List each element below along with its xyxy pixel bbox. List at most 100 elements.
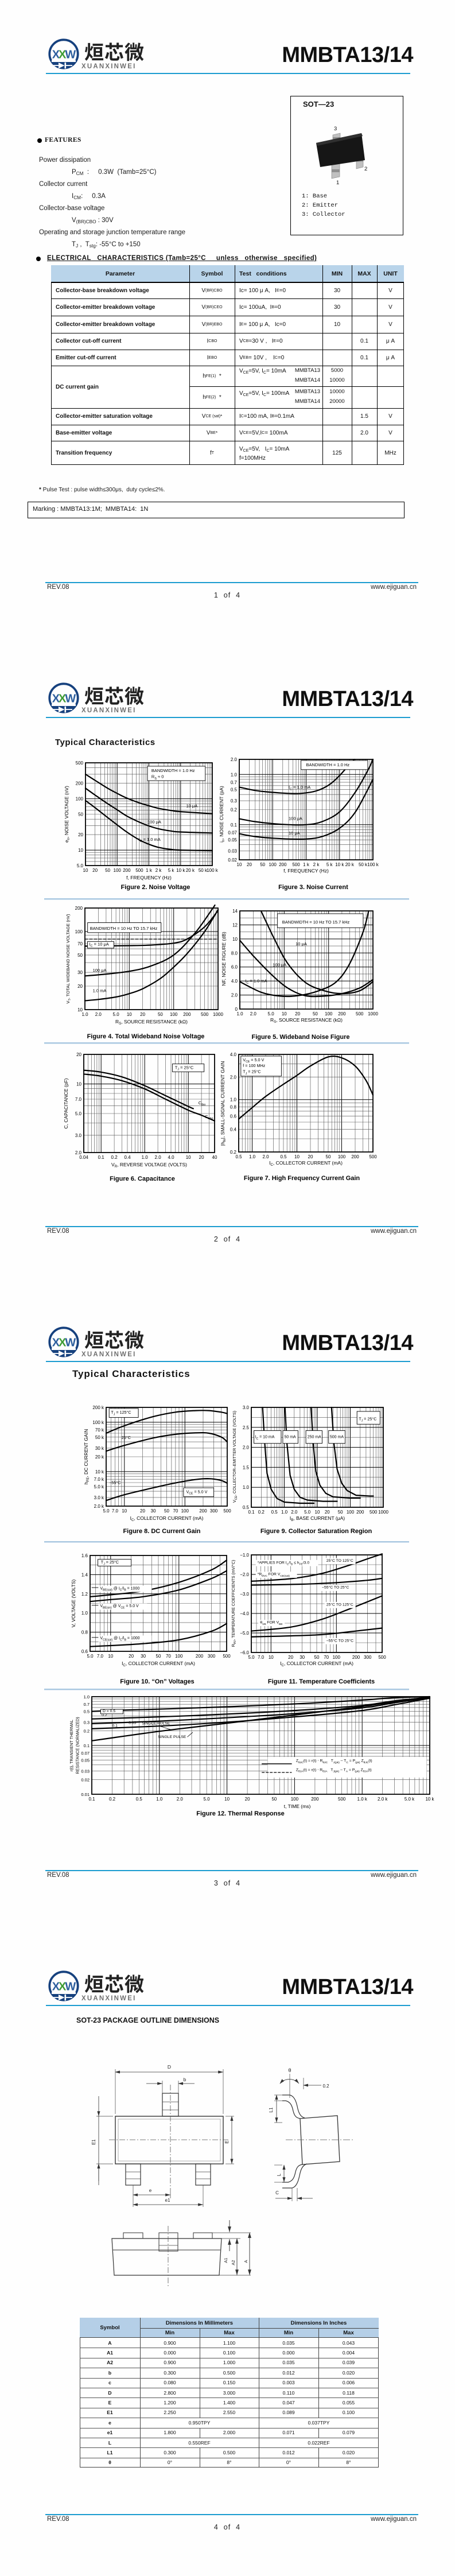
svg-text:1.0: 1.0 bbox=[81, 1012, 88, 1017]
svg-text:1000: 1000 bbox=[213, 1012, 223, 1017]
svg-text:ZθJA​(t) = r(t) ⋅ RθJA​ TJ(p: ZθJA​(t) = r(t) ⋅ RθJA​ TJ(pk)​ – TA​ = … bbox=[296, 1768, 372, 1773]
svg-text:IC​, COLLECTOR CURRENT (mA): IC​, COLLECTOR CURRENT (mA) bbox=[280, 1661, 353, 1667]
svg-text:IC​ = 1.0 mA: IC​ = 1.0 mA bbox=[138, 837, 160, 843]
svg-text:50: 50 bbox=[314, 1655, 320, 1660]
svg-text:f, FREQUENCY (Hz): f, FREQUENCY (Hz) bbox=[283, 868, 329, 874]
svg-text:1.5: 1.5 bbox=[243, 1465, 250, 1470]
svg-text:500: 500 bbox=[201, 1012, 209, 1017]
svg-text:70: 70 bbox=[324, 1655, 329, 1660]
svg-text:70 k: 70 k bbox=[95, 1427, 104, 1433]
svg-text:−3.0: −3.0 bbox=[240, 1592, 249, 1597]
svg-text:0.2: 0.2 bbox=[231, 808, 238, 813]
svg-text:2.0: 2.0 bbox=[262, 1154, 269, 1159]
svg-text:20: 20 bbox=[129, 1654, 134, 1659]
svg-text:BANDWIDTH = 1.0 Hz: BANDWIDTH = 1.0 Hz bbox=[306, 762, 350, 767]
svg-text:500: 500 bbox=[378, 1655, 386, 1660]
svg-text:BANDWIDTH = 10 Hz TO 15.7 kHz: BANDWIDTH = 10 Hz TO 15.7 kHz bbox=[282, 920, 350, 925]
svg-text:IC​ = 1.0 mA: IC​ = 1.0 mA bbox=[245, 979, 267, 985]
svg-text:0.1: 0.1 bbox=[88, 1797, 95, 1802]
svg-text:3.0: 3.0 bbox=[243, 1405, 250, 1410]
svg-text:5.0: 5.0 bbox=[103, 1508, 110, 1514]
svg-text:50: 50 bbox=[158, 1012, 163, 1017]
svg-text:1 k: 1 k bbox=[146, 868, 153, 873]
svg-text:−6.0: −6.0 bbox=[240, 1650, 249, 1655]
svg-text:0.07: 0.07 bbox=[228, 830, 237, 835]
svg-text:50: 50 bbox=[105, 868, 110, 873]
svg-text:100: 100 bbox=[269, 862, 277, 867]
svg-text:E: E bbox=[224, 2140, 230, 2143]
svg-text:1000: 1000 bbox=[378, 1510, 388, 1515]
svg-text:5.0: 5.0 bbox=[248, 1655, 255, 1660]
svg-text:5.0 k: 5.0 k bbox=[405, 1797, 415, 1802]
svg-text:10: 10 bbox=[77, 1007, 83, 1012]
svg-text:IC​ = 1.0 mA: IC​ = 1.0 mA bbox=[289, 785, 310, 791]
svg-text:100 μA: 100 μA bbox=[147, 820, 161, 825]
svg-text:XXW: XXW bbox=[52, 1981, 76, 1993]
svg-text:10: 10 bbox=[282, 1011, 287, 1017]
svg-text:−1.0: −1.0 bbox=[240, 1553, 249, 1558]
svg-text:Cobo​: Cobo​ bbox=[205, 1114, 213, 1120]
svg-text:5.0: 5.0 bbox=[87, 1654, 94, 1659]
svg-text:500: 500 bbox=[223, 1654, 231, 1659]
svg-text:0.5: 0.5 bbox=[231, 787, 238, 793]
svg-text:Figure 8. DC Current Gain: Figure 8. DC Current Gain bbox=[123, 1528, 200, 1535]
svg-text:A2: A2 bbox=[231, 2260, 236, 2265]
svg-text:VCE​, COLLECTOR–EMITTER VOLTAG: VCE​, COLLECTOR–EMITTER VOLTAGE (VOLTS) bbox=[232, 1411, 238, 1503]
svg-text:50 mA: 50 mA bbox=[285, 1436, 297, 1440]
svg-text:XXW: XXW bbox=[52, 693, 76, 705]
svg-text:3.0 k: 3.0 k bbox=[94, 1495, 104, 1500]
svg-text:e: e bbox=[149, 2188, 152, 2193]
svg-text:BANDWIDTH = 10 Hz TO 15.7 kHz: BANDWIDTH = 10 Hz TO 15.7 kHz bbox=[90, 926, 158, 931]
svg-text:0.05: 0.05 bbox=[81, 1758, 90, 1763]
svg-text:VT​, TOTAL WIDEBAND NOISE VOLT: VT​, TOTAL WIDEBAND NOISE VOLTAGE (nV) bbox=[65, 914, 72, 1004]
svg-text:1000: 1000 bbox=[368, 1011, 378, 1017]
svg-text:100: 100 bbox=[333, 1655, 341, 1660]
svg-text:10: 10 bbox=[127, 1012, 132, 1017]
svg-text:10 μA: 10 μA bbox=[295, 941, 307, 946]
svg-text:50: 50 bbox=[156, 1654, 161, 1659]
svg-text:0.1: 0.1 bbox=[248, 1510, 255, 1515]
svg-text:XUANXINWEI: XUANXINWEI bbox=[81, 1351, 136, 1358]
svg-text:BANDWIDTH = 1.0 Hz: BANDWIDTH = 1.0 Hz bbox=[151, 768, 195, 773]
svg-text:70: 70 bbox=[166, 1654, 171, 1659]
svg-text:20: 20 bbox=[247, 862, 252, 867]
svg-text:70: 70 bbox=[77, 941, 83, 946]
svg-text:10: 10 bbox=[83, 868, 88, 873]
svg-text:5.0: 5.0 bbox=[77, 863, 84, 868]
svg-text:500 mA: 500 mA bbox=[330, 1436, 344, 1440]
svg-text:0.02: 0.02 bbox=[81, 1777, 90, 1782]
svg-text:100: 100 bbox=[75, 929, 83, 934]
svg-text:100: 100 bbox=[170, 1012, 178, 1017]
svg-text:10: 10 bbox=[78, 848, 83, 853]
svg-text:−4.0: −4.0 bbox=[240, 1611, 249, 1616]
svg-text:0.6: 0.6 bbox=[81, 1649, 88, 1654]
svg-text:500: 500 bbox=[76, 761, 84, 766]
svg-text:0.2: 0.2 bbox=[84, 1728, 90, 1733]
svg-text:2.0: 2.0 bbox=[95, 1012, 102, 1017]
svg-text:IC​ = 10 mA: IC​ = 10 mA bbox=[255, 1436, 275, 1441]
svg-text:r(t), TRANSIENT THERMAL: r(t), TRANSIENT THERMAL bbox=[69, 1720, 74, 1771]
svg-text:0.3: 0.3 bbox=[84, 1720, 90, 1725]
svg-text:SINGLE PULSE: SINGLE PULSE bbox=[158, 1735, 186, 1739]
svg-text:L1: L1 bbox=[269, 2107, 274, 2112]
svg-text:2.0 k: 2.0 k bbox=[378, 1797, 388, 1802]
svg-text:VCE(sat)​ @ IC​/IB​ = 1000: VCE(sat)​ @ IC​/IB​ = 1000 bbox=[100, 1636, 139, 1642]
svg-text:0.01: 0.01 bbox=[81, 1792, 90, 1797]
svg-text:1.0: 1.0 bbox=[231, 772, 238, 777]
svg-text:−5.0: −5.0 bbox=[240, 1631, 249, 1636]
svg-text:2.0: 2.0 bbox=[177, 1797, 184, 1802]
svg-text:RθV​, TEMPERATURE COEFFICIENTS: RθV​, TEMPERATURE COEFFICIENTS (mV/°C) bbox=[231, 1560, 237, 1647]
svg-text:RS​, SOURCE RESISTANCE (kΩ): RS​, SOURCE RESISTANCE (kΩ) bbox=[115, 1019, 188, 1026]
svg-text:10: 10 bbox=[232, 937, 238, 942]
svg-text:500: 500 bbox=[356, 1011, 364, 1017]
svg-text:Figure 10. “On” Voltages: Figure 10. “On” Voltages bbox=[120, 1678, 194, 1685]
svg-text:10 k: 10 k bbox=[335, 862, 344, 867]
svg-text:10: 10 bbox=[122, 1508, 127, 1514]
svg-text:hFE​, DC CURRENT GAIN: hFE​, DC CURRENT GAIN bbox=[83, 1429, 90, 1484]
svg-text:IC​, COLLECTOR CURRENT (mA): IC​, COLLECTOR CURRENT (mA) bbox=[130, 1515, 204, 1522]
svg-text:50: 50 bbox=[313, 1011, 318, 1017]
svg-text:200: 200 bbox=[351, 1154, 359, 1159]
svg-text:2 k: 2 k bbox=[155, 868, 162, 873]
svg-text:VCE​ = 5.0 V: VCE​ = 5.0 V bbox=[186, 1489, 208, 1496]
svg-text:2 k: 2 k bbox=[313, 862, 320, 867]
